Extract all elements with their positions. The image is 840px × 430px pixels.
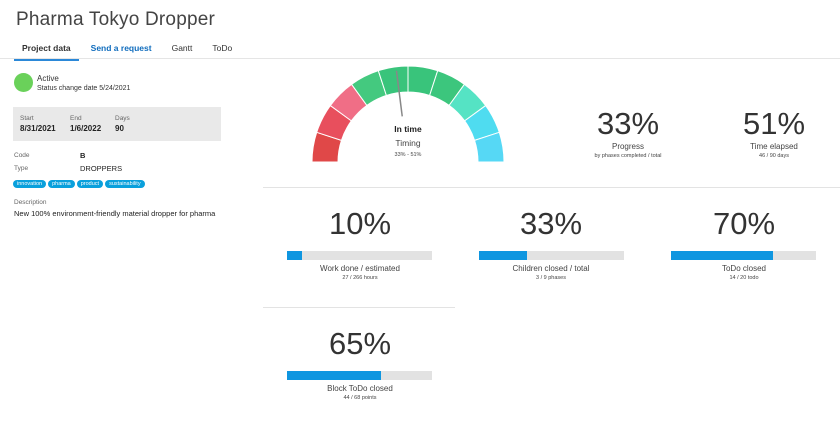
block-todo-value: 65%	[328, 326, 392, 361]
status-change-date: Status change date 5/24/2021	[37, 85, 131, 92]
days-value: 90	[115, 124, 124, 133]
work-done-sub: 27 / 266 hours	[342, 275, 378, 281]
children-value: 33%	[519, 206, 583, 241]
progress-sub: by phases completed / total	[594, 153, 662, 159]
tabs-divider	[0, 58, 840, 59]
time-elapsed-label: Time elapsed	[750, 142, 798, 151]
status-label: Active	[37, 74, 59, 83]
start-value: 8/31/2021	[20, 124, 56, 133]
tab-bar: Project data Send a request Gantt ToDo	[14, 40, 244, 61]
dates-box: Start 8/31/2021 End 1/6/2022 Days 90	[13, 107, 221, 141]
block-todo-stat: 65%	[300, 326, 420, 362]
children-label: Children closed / total	[512, 264, 590, 273]
days-label: Days	[115, 115, 130, 122]
section-divider	[263, 307, 455, 308]
block-todo-caption: Block ToDo closed 44 / 68 points	[300, 384, 420, 401]
todo-value: 70%	[712, 206, 776, 241]
days-count: Days 90	[115, 115, 130, 133]
work-done-bar	[287, 251, 432, 260]
block-todo-bar-fill	[287, 371, 382, 380]
time-elapsed-stat: 51% Time elapsed 46 / 90 days	[714, 106, 834, 159]
work-done-label: Work done / estimated	[320, 264, 400, 273]
gauge-segments	[311, 65, 505, 163]
children-sub: 3 / 9 phases	[536, 275, 566, 281]
tab-gantt[interactable]: Gantt	[171, 43, 193, 53]
todo-bar-fill	[671, 251, 773, 260]
end-label: End	[70, 115, 82, 122]
work-done-value: 10%	[328, 206, 392, 241]
todo-bar	[671, 251, 816, 260]
section-divider	[263, 187, 840, 188]
todo-label: ToDo closed	[721, 264, 767, 273]
description-label: Description	[14, 199, 47, 206]
todo-caption: ToDo closed 14 / 20 todo	[684, 264, 804, 281]
block-todo-label: Block ToDo closed	[327, 384, 393, 393]
tab-send-request[interactable]: Send a request	[90, 43, 152, 53]
work-done-caption: Work done / estimated 27 / 266 hours	[300, 264, 420, 281]
gauge-segment	[473, 131, 505, 163]
progress-label: Progress	[611, 142, 644, 151]
tag[interactable]: sustainability	[105, 180, 145, 188]
gauge-label: Timing	[395, 138, 421, 148]
end-date: End 1/6/2022	[70, 115, 101, 133]
work-done-bar-fill	[287, 251, 302, 260]
gauge-needle	[395, 70, 403, 117]
start-label: Start	[20, 115, 34, 122]
time-elapsed-sub: 46 / 90 days	[759, 153, 789, 159]
gauge-range: 33% - 51%	[394, 152, 422, 158]
tag[interactable]: product	[76, 180, 104, 188]
type-value: DROPPERS	[80, 164, 123, 173]
code-label: Code	[14, 152, 30, 159]
code-value: B	[80, 151, 86, 160]
todo-sub: 14 / 20 todo	[729, 275, 759, 281]
children-bar-fill	[479, 251, 527, 260]
progress-stat: 33% Progress by phases completed / total	[568, 106, 688, 159]
time-elapsed-value: 51%	[742, 106, 806, 141]
tab-project-data[interactable]: Project data	[14, 40, 79, 61]
todo-stat: 70%	[684, 206, 804, 242]
children-caption: Children closed / total 3 / 9 phases	[491, 264, 611, 281]
description-text: New 100% environment-friendly material d…	[14, 209, 216, 218]
block-todo-bar	[287, 371, 432, 380]
tag[interactable]: pharma	[48, 180, 75, 188]
work-done-stat: 10%	[300, 206, 420, 242]
tag[interactable]: innovation	[13, 180, 47, 188]
page-title: Pharma Tokyo Dropper	[16, 9, 216, 30]
type-label: Type	[14, 165, 29, 172]
gauge-status: In time	[394, 124, 422, 134]
end-value: 1/6/2022	[70, 124, 102, 133]
start-date: Start 8/31/2021	[20, 115, 56, 133]
tab-todo[interactable]: ToDo	[212, 43, 233, 53]
children-bar	[479, 251, 624, 260]
status-indicator	[14, 73, 33, 92]
tag-list: innovation pharma product sustainability	[13, 180, 145, 188]
progress-value: 33%	[596, 106, 660, 141]
timing-gauge	[311, 65, 505, 163]
block-todo-sub: 44 / 68 points	[343, 395, 377, 401]
children-stat: 33%	[491, 206, 611, 242]
